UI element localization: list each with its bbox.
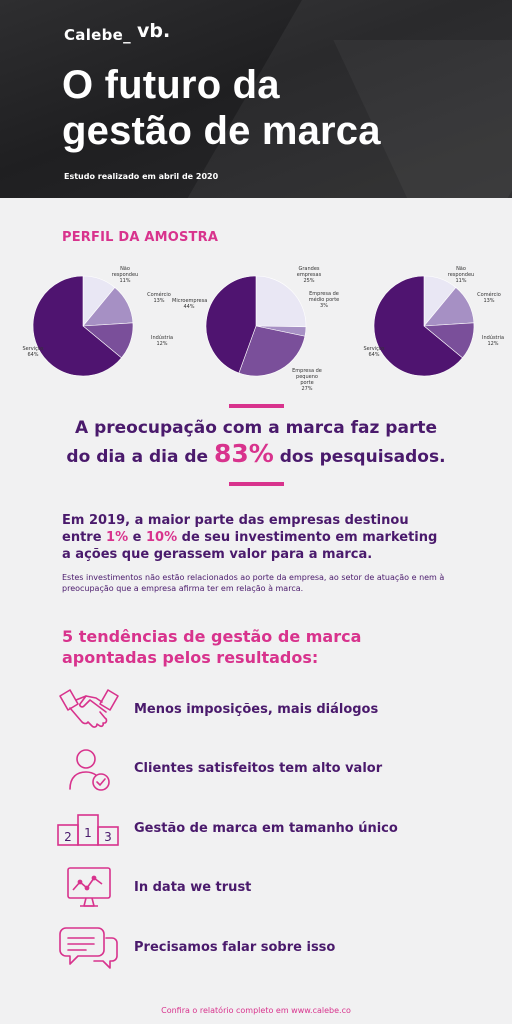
- slice-value: 11%: [455, 278, 467, 284]
- slice-name: Comércio: [477, 292, 501, 298]
- page-subtitle: Estudo realizado em abril de 2020: [64, 172, 219, 181]
- pie-slice-label: Microempresa 44%: [172, 298, 208, 310]
- monitor-chart-icon: [56, 864, 122, 914]
- trend-item: 2 1 3 Gestão de marca em tamanho único: [56, 805, 476, 855]
- statement-value-min: 1%: [106, 530, 129, 545]
- pie-slice-label: Comércio 13%: [472, 292, 506, 304]
- pie-slice: [255, 275, 307, 328]
- slice-value: 13%: [153, 298, 165, 304]
- pie-svg: [205, 275, 307, 377]
- pie-slice-label: Serviços 64%: [16, 346, 50, 358]
- vb-logo: vb.: [137, 20, 171, 42]
- trends-title-line-1: 5 tendências de gestão de marca: [62, 627, 362, 646]
- slice-name: Comércio: [147, 292, 171, 298]
- pie-chart-company-size: Grandes empresas 25% Empresa de médio port…: [170, 258, 341, 392]
- pie-slice-label: Indústria 12%: [145, 335, 179, 347]
- trend-label: Menos imposições, mais diálogos: [134, 702, 379, 717]
- slice-name: Indústria: [481, 335, 505, 341]
- statement-line-1: Em 2019, a maior parte das empresas dest…: [62, 513, 409, 528]
- slice-value: 27%: [301, 386, 313, 392]
- pie-slice-label: Serviços 64%: [357, 346, 391, 358]
- trend-item: Clientes satisfeitos tem alto valor: [56, 745, 476, 795]
- slice-name: Empresa de médio porte: [308, 291, 340, 303]
- slice-name: Empresa de pequeno porte: [292, 368, 322, 386]
- trend-item: In data we trust: [56, 864, 476, 914]
- headline-percentage: 83%: [213, 439, 274, 468]
- divider-bottom: [229, 482, 284, 486]
- headline-text: do dia a dia de: [66, 447, 214, 467]
- headline-line-2: do dia a dia de 83% dos pesquisados.: [40, 441, 472, 470]
- pie-slice-label: Grandes empresas 25%: [292, 266, 326, 284]
- trend-item: Menos imposições, mais diálogos: [56, 686, 476, 736]
- pie-slice-label: Comércio 13%: [142, 292, 176, 304]
- divider-top: [229, 404, 284, 408]
- pie-svg: [373, 275, 475, 377]
- podium-1: 1: [84, 826, 92, 840]
- pie-slice-label: Empresa de médio porte 3%: [307, 291, 341, 309]
- footer-link-text: Confira o relatório completo em www.cale…: [161, 1006, 351, 1015]
- trend-label: Gestão de marca em tamanho único: [134, 821, 398, 836]
- podium-3: 3: [104, 830, 112, 844]
- slice-value: 25%: [303, 278, 315, 284]
- slice-value: 13%: [483, 298, 495, 304]
- slice-name: Microempresa: [172, 298, 208, 304]
- pie-chart-sector-duplicate: Não respondeu 11% Comércio 13% Indústria 12% S…: [355, 258, 512, 388]
- podium-2: 2: [64, 830, 72, 844]
- page-title: O futuro da gestão de marca: [62, 62, 482, 154]
- slice-name: Não respondeu: [447, 266, 475, 278]
- trend-label: Clientes satisfeitos tem alto valor: [134, 761, 383, 776]
- statement-text: e: [128, 530, 146, 545]
- pie-chart-sector: Não respondeu 11% Comércio 13% Indústria 12% S…: [14, 258, 184, 388]
- section-title-profile: PERFIL DA AMOSTRA: [62, 230, 219, 245]
- slice-name: Não respondeu: [111, 266, 139, 278]
- statement-line-3: a ações que gerassem valor para a marca.: [62, 547, 373, 562]
- slice-name: Grandes empresas: [296, 266, 322, 278]
- slice-value: 12%: [487, 341, 499, 347]
- trend-item: Precisamos falar sobre isso: [56, 924, 476, 974]
- pie-svg: [32, 275, 134, 377]
- investment-statement: Em 2019, a maior parte das empresas dest…: [62, 512, 442, 563]
- slice-value: 64%: [368, 352, 380, 358]
- speech-bubbles-icon: [56, 924, 122, 974]
- slice-value: 3%: [320, 303, 328, 309]
- pie-slice: [32, 275, 122, 377]
- pie-slice: [205, 275, 257, 374]
- satisfied-user-icon: [56, 745, 122, 795]
- trends-title-line-2: apontadas pelos resultados:: [62, 648, 319, 667]
- pie-slice-label: Empresa de pequeno porte 27%: [290, 368, 324, 392]
- slice-name: Serviços: [22, 346, 44, 352]
- trend-label: In data we trust: [134, 880, 252, 895]
- pie-slice: [238, 325, 306, 377]
- slice-name: Serviços: [363, 346, 385, 352]
- pie-slice-label: Não respondeu 11%: [108, 266, 142, 284]
- investment-note: Estes investimentos não estão relacionad…: [62, 573, 445, 593]
- handshake-icon: [56, 686, 122, 736]
- pie-slice-label: Indústria 12%: [476, 335, 510, 347]
- statement-text: de seu investimento em marketing: [177, 530, 438, 545]
- headline: A preocupação com a marca faz parte do d…: [40, 416, 472, 470]
- title-line-2: gestão de marca: [62, 109, 381, 153]
- slice-name: Indústria: [150, 335, 174, 341]
- pie-slice: [373, 275, 463, 377]
- statement-line-2: entre 1% e 10% de seu investimento em ma…: [62, 529, 442, 546]
- statement-value-max: 10%: [146, 530, 178, 545]
- slice-value: 44%: [183, 304, 195, 310]
- trends-title: 5 tendências de gestão de marca apontada…: [62, 626, 422, 668]
- calebe-logo: Calebe_: [64, 26, 131, 44]
- podium-icon: 2 1 3: [56, 805, 122, 855]
- pie-slice-label: Não respondeu 11%: [444, 266, 478, 284]
- slice-value: 12%: [156, 341, 168, 347]
- slice-value: 11%: [119, 278, 131, 284]
- statement-text: entre: [62, 530, 107, 545]
- trend-label: Precisamos falar sobre isso: [134, 940, 336, 955]
- title-line-1: O futuro da: [62, 63, 280, 107]
- headline-line-1: A preocupação com a marca faz parte: [75, 418, 437, 438]
- headline-text: dos pesquisados.: [273, 447, 446, 467]
- hero-banner: Calebe_ vb. O futuro da gestão de marca …: [0, 0, 512, 198]
- slice-value: 64%: [27, 352, 39, 358]
